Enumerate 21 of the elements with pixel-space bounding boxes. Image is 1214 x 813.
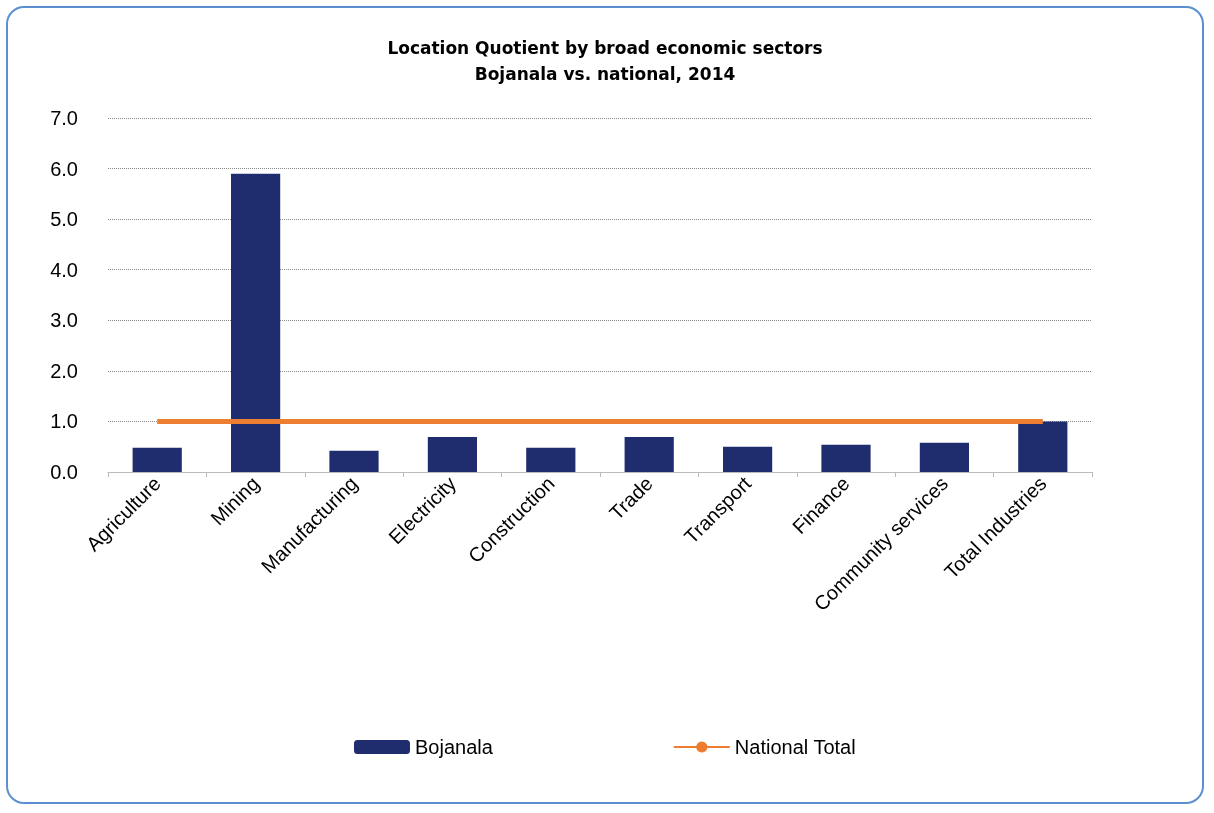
y-tick-label: 3.0 bbox=[50, 309, 78, 332]
chart-title: Location Quotient by broad economic sectors Bojanala vs. national, 2014 bbox=[387, 38, 823, 84]
bar bbox=[723, 446, 773, 472]
bar bbox=[821, 444, 871, 472]
bar bbox=[919, 442, 969, 472]
legend-label: Bojanala bbox=[414, 736, 494, 758]
y-tick-label: 4.0 bbox=[50, 258, 78, 281]
y-tick-label: 7.0 bbox=[50, 107, 78, 129]
y-tick-label: 2.0 bbox=[50, 359, 78, 382]
bar bbox=[526, 447, 576, 472]
legend-label: National Total bbox=[734, 736, 856, 758]
bar bbox=[329, 450, 379, 472]
bar bbox=[624, 437, 674, 472]
bar bbox=[1018, 421, 1068, 472]
y-tick-label: 0.0 bbox=[50, 461, 78, 483]
y-tick-label: 5.0 bbox=[50, 208, 78, 231]
y-tick-label: 6.0 bbox=[50, 157, 78, 180]
bar bbox=[132, 447, 182, 472]
y-tick-label: 1.0 bbox=[50, 410, 78, 433]
bar bbox=[427, 437, 477, 472]
bar bbox=[231, 173, 281, 472]
